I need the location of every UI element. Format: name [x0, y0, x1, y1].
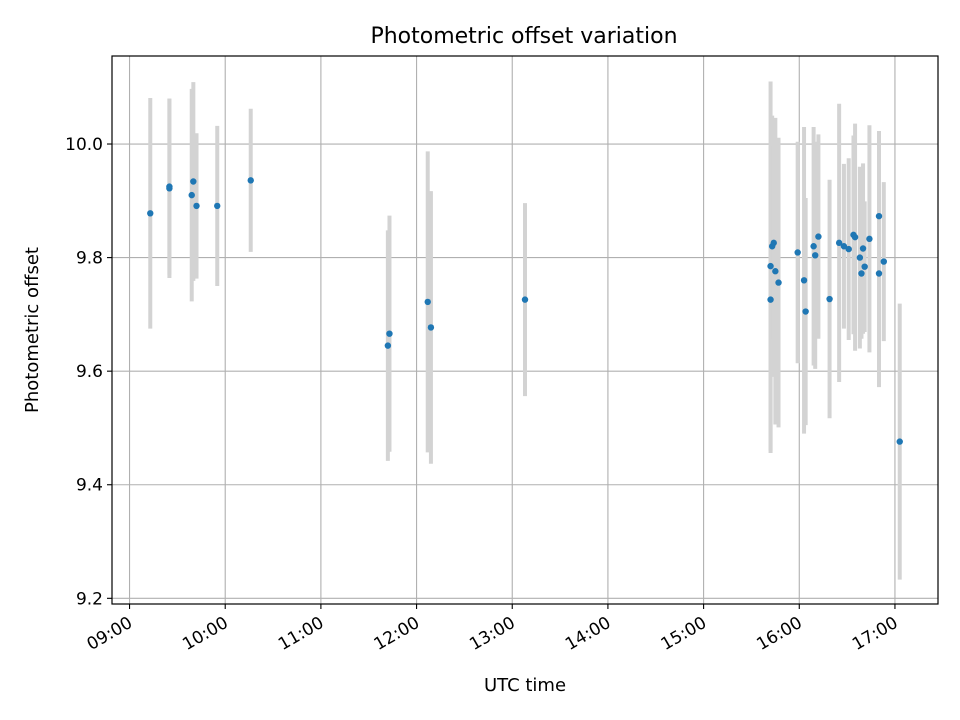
data-point	[166, 183, 173, 190]
x-tick-label: 13:00	[466, 613, 518, 655]
x-axis-label: UTC time	[484, 675, 566, 696]
plot-frame	[111, 55, 939, 605]
data-point	[188, 191, 195, 199]
data-point	[770, 239, 777, 247]
data-point	[384, 342, 392, 349]
data-point	[427, 324, 435, 331]
data-point	[851, 233, 859, 241]
data-point	[424, 298, 431, 306]
data-points	[147, 177, 903, 445]
data-point	[840, 243, 848, 250]
data-point	[802, 308, 809, 315]
data-point	[845, 245, 852, 253]
x-tick-label: 17:00	[849, 613, 901, 655]
data-point	[880, 258, 887, 265]
y-tick-label: 9.6	[76, 362, 103, 382]
y-axis-ticks: 9.2 9.4 9.6 9.8 10.0	[65, 135, 112, 609]
data-point	[812, 252, 819, 259]
data-point	[521, 296, 529, 303]
data-point	[866, 235, 873, 243]
data-point	[835, 239, 843, 247]
data-point	[875, 270, 883, 277]
y-tick-label: 9.8	[76, 249, 103, 269]
y-axis-label: Photometric offset	[22, 247, 43, 413]
x-tick-label: 10:00	[179, 613, 231, 655]
data-point	[856, 254, 864, 261]
x-axis-ticks: 09:00 10:00 11:00 12:00 13:00 14:00 15:00 16:00…	[84, 604, 901, 655]
data-point	[386, 330, 393, 337]
y-tick-label: 10.0	[65, 135, 103, 155]
data-point	[896, 438, 903, 445]
data-point	[810, 243, 817, 250]
x-tick-label: 12:00	[371, 613, 423, 655]
data-point	[800, 277, 808, 284]
chart-title: Photometric offset variation	[370, 24, 677, 49]
data-point	[794, 249, 801, 256]
data-point	[767, 296, 774, 303]
error-bars	[148, 81, 902, 580]
data-point	[767, 262, 774, 270]
data-point	[775, 279, 782, 286]
y-tick-label: 9.4	[76, 476, 103, 496]
x-tick-label: 09:00	[84, 613, 136, 655]
x-tick-label: 14:00	[562, 613, 614, 655]
x-tick-label: 11:00	[275, 613, 327, 655]
data-point	[772, 268, 779, 275]
data-point	[815, 233, 822, 240]
data-point	[247, 177, 254, 184]
data-point	[214, 202, 221, 210]
data-point	[861, 263, 868, 270]
data-point	[190, 178, 197, 185]
data-point	[193, 202, 200, 210]
x-tick-label: 16:00	[753, 613, 805, 655]
data-point	[875, 212, 883, 220]
y-tick-label: 9.2	[76, 589, 103, 609]
data-point	[858, 270, 865, 277]
data-point	[826, 295, 833, 303]
x-tick-label: 15:00	[658, 613, 710, 655]
data-point	[859, 245, 867, 252]
data-point	[147, 210, 154, 217]
